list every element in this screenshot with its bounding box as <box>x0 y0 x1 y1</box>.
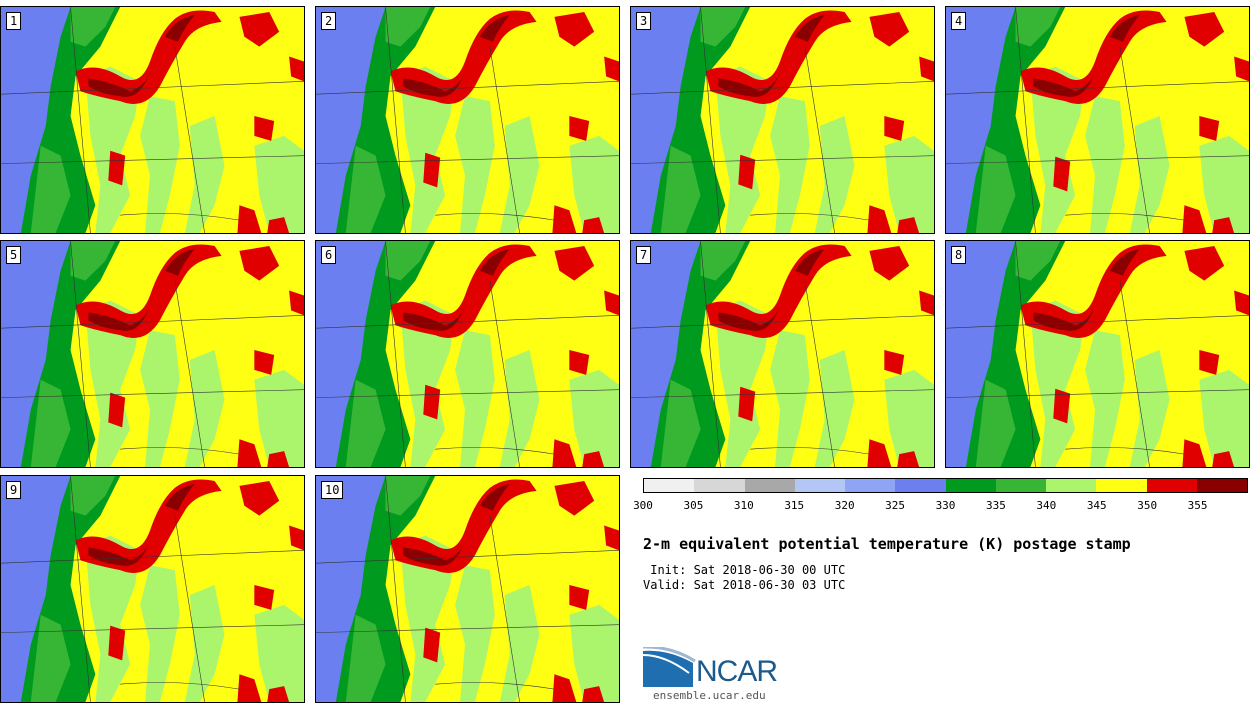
colorbar-tick-label: 320 <box>834 499 855 512</box>
map-panel: 6 <box>315 240 620 468</box>
member-label: 5 <box>6 246 22 264</box>
member-label: 10 <box>321 481 344 499</box>
colorbar <box>643 478 1248 493</box>
chart-title: 2-m equivalent potential temperature (K)… <box>643 535 1131 553</box>
map-panel: 3 <box>630 6 935 234</box>
member-label: 1 <box>6 12 22 30</box>
colorbar-tick-label: 330 <box>935 499 956 512</box>
theta-e-map <box>946 241 1249 467</box>
map-panel: 5 <box>0 240 305 468</box>
theta-e-map <box>316 476 619 702</box>
init-time: Init: Sat 2018-06-30 00 UTC <box>643 563 846 577</box>
map-panel: 2 <box>315 6 620 234</box>
valid-time: Valid: Sat 2018-06-30 03 UTC <box>643 578 846 592</box>
colorbar-tick-label: 340 <box>1036 499 1057 512</box>
map-panel: 7 <box>630 240 935 468</box>
map-panel: 1 <box>0 6 305 234</box>
theta-e-map <box>316 7 619 233</box>
member-label: 8 <box>951 246 967 264</box>
member-label: 4 <box>951 12 967 30</box>
colorbar-tick-label: 300 <box>633 499 653 512</box>
colorbar-segment <box>1196 479 1247 492</box>
ncar-logo-icon <box>643 647 696 687</box>
colorbar-tick-label: 350 <box>1137 499 1158 512</box>
colorbar-tick-label: 355 <box>1187 499 1208 512</box>
colorbar-tick-label: 315 <box>784 499 805 512</box>
colorbar-segment <box>1046 479 1097 492</box>
colorbar-segment <box>794 479 845 492</box>
theta-e-map <box>1 476 304 702</box>
colorbar-tick-label: 310 <box>733 499 754 512</box>
colorbar-tick-label: 335 <box>985 499 1006 512</box>
map-panel: 4 <box>945 6 1250 234</box>
colorbar-segment <box>1096 479 1147 492</box>
map-panel: 9 <box>0 475 305 703</box>
theta-e-map <box>316 241 619 467</box>
member-label: 3 <box>636 12 652 30</box>
theta-e-map <box>1 241 304 467</box>
colorbar-segment <box>694 479 745 492</box>
theta-e-map <box>946 7 1249 233</box>
colorbar-tick-label: 305 <box>683 499 704 512</box>
colorbar-segment <box>744 479 795 492</box>
member-label: 2 <box>321 12 337 30</box>
colorbar-tick-label: 345 <box>1086 499 1107 512</box>
site-url: ensemble.ucar.edu <box>653 689 766 702</box>
map-panel: 8 <box>945 240 1250 468</box>
member-label: 7 <box>636 246 652 264</box>
colorbar-segment <box>945 479 996 492</box>
theta-e-map <box>631 241 934 467</box>
colorbar-segment <box>995 479 1046 492</box>
colorbar-segment <box>1146 479 1197 492</box>
member-label: 9 <box>6 481 22 499</box>
colorbar-segment <box>845 479 896 492</box>
logo-text: NCAR <box>696 655 778 688</box>
colorbar-segment <box>644 479 695 492</box>
colorbar-segment <box>895 479 946 492</box>
map-panel: 10 <box>315 475 620 703</box>
theta-e-map <box>631 7 934 233</box>
member-label: 6 <box>321 246 337 264</box>
colorbar-tick-label: 325 <box>885 499 906 512</box>
theta-e-map <box>1 7 304 233</box>
